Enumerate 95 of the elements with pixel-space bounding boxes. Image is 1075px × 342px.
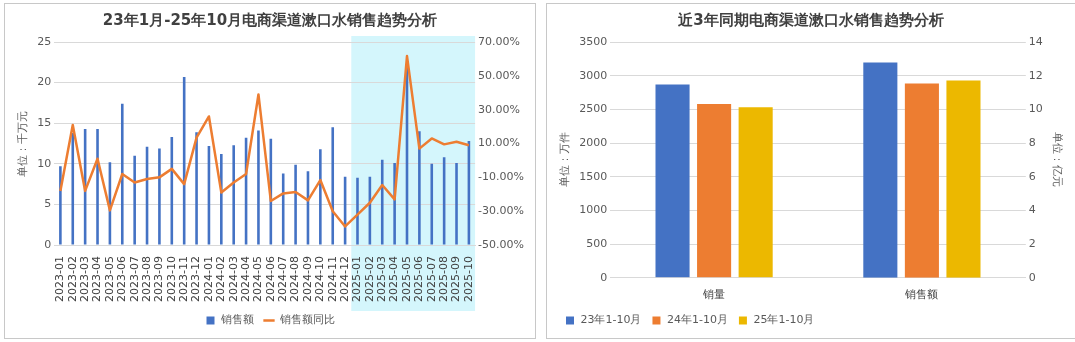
x-tick-label: 2025-01 — [350, 256, 364, 303]
bar — [232, 145, 235, 245]
x-tick-label: 2025-09 — [449, 256, 463, 303]
y-axis-title: 单位：万件 — [558, 132, 572, 188]
x-tick-label: 2023-01 — [53, 256, 67, 303]
y2-tick-label: 12 — [1028, 68, 1043, 82]
y2-tick-label: 10.00% — [478, 136, 521, 150]
x-tick-label: 2025-07 — [424, 256, 438, 303]
bar — [455, 163, 458, 245]
chart-title: 近3年同期电商渠道漱口水销售趋势分析 — [677, 10, 944, 29]
x-tick-label: 销量 — [702, 288, 726, 302]
bar — [257, 130, 260, 245]
bar — [331, 127, 335, 245]
bar — [281, 173, 285, 245]
y2-tick-label: 70.00% — [478, 34, 521, 48]
x-tick-label: 2023-11 — [177, 256, 191, 303]
x-tick-label: 2024-12 — [337, 256, 351, 303]
bar — [294, 164, 297, 245]
x-tick-label: 2023-06 — [115, 256, 129, 303]
y2-tick-label: -30.00% — [478, 204, 525, 218]
bar — [356, 177, 359, 245]
x-tick-label: 2024-05 — [251, 256, 265, 303]
x-tick-label: 2025-04 — [387, 256, 401, 303]
y2-tick-label: 30.00% — [478, 102, 521, 116]
y2-tick-label: 8 — [1028, 135, 1036, 149]
x-tick-label: 2024-04 — [238, 256, 252, 303]
x-tick-label: 2023-10 — [164, 256, 178, 303]
x-tick-label: 2025-02 — [362, 256, 376, 303]
bar — [430, 163, 434, 245]
x-tick-label: 2023-05 — [102, 256, 116, 303]
y-tick-label: 2000 — [579, 135, 608, 149]
y-tick-label: 0 — [600, 270, 608, 284]
y-tick-label: 5 — [44, 197, 52, 211]
bar — [418, 131, 421, 245]
y2-tick-label: 4 — [1028, 203, 1036, 217]
x-tick-label: 2024-10 — [313, 256, 327, 303]
y2-tick-label: -50.00% — [478, 237, 525, 251]
x-tick-label: 2025-08 — [437, 256, 450, 303]
y-tick-label: 3500 — [579, 34, 608, 48]
x-tick-label: 2024-11 — [325, 256, 339, 303]
bar — [195, 132, 198, 245]
x-tick-label: 2023-09 — [152, 256, 166, 303]
y-axis-title: 单位：千万元 — [16, 110, 30, 177]
bar — [158, 148, 161, 245]
x-tick-label: 2023-02 — [65, 256, 79, 303]
x-tick-label: 2024-08 — [288, 256, 302, 303]
y2-tick-label: 14 — [1028, 34, 1043, 48]
x-tick-label: 2025-06 — [412, 256, 426, 303]
x-tick-label: 2023-04 — [90, 256, 104, 303]
chart-title: 23年1月-25年10月电商渠道漱口水销售趋势分析 — [102, 10, 438, 29]
y2-tick-label: -10.00% — [478, 170, 525, 184]
y-tick-label: 2500 — [579, 102, 608, 116]
x-tick-label: 2024-02 — [214, 256, 228, 303]
legend-label: 25年1-10月 — [753, 313, 815, 327]
y-tick-label: 500 — [586, 236, 608, 250]
legend-label: 24年1-10月 — [666, 313, 728, 327]
bar — [380, 159, 384, 245]
bar — [170, 137, 174, 245]
x-tick-label: 2024-06 — [263, 256, 277, 303]
y2-tick-label: 2 — [1028, 236, 1036, 250]
legend-label: 销售额 — [220, 313, 254, 327]
bar — [220, 154, 223, 245]
x-tick-label: 2024-01 — [201, 256, 215, 303]
legend-label: 23年1-10月 — [580, 313, 642, 327]
bar — [319, 149, 322, 245]
x-tick-label: 2025-05 — [399, 256, 413, 303]
legend-label: 销售额同比 — [278, 313, 335, 327]
x-tick-label: 2025-10 — [461, 256, 475, 303]
x-tick-label: 2023-03 — [78, 256, 91, 303]
bar — [71, 132, 75, 245]
x-tick-label: 2024-07 — [276, 256, 290, 303]
y-tick-label: 25 — [37, 34, 52, 48]
x-tick-label: 2024-09 — [300, 256, 314, 303]
x-tick-label: 2024-03 — [226, 256, 240, 303]
x-tick-label: 2023-12 — [189, 256, 203, 303]
x-tick-label: 2023-07 — [127, 256, 141, 303]
y-tick-label: 3000 — [579, 68, 608, 82]
y-tick-label: 1500 — [579, 169, 608, 183]
y2-tick-label: 10 — [1028, 102, 1043, 116]
x-tick-label: 2023-08 — [139, 256, 153, 303]
y-tick-label: 1000 — [579, 203, 608, 217]
bar — [96, 128, 99, 245]
y2-tick-label: 0 — [1028, 270, 1036, 284]
y2-tick-label: 6 — [1028, 169, 1036, 183]
bar — [59, 166, 62, 245]
bar — [120, 103, 124, 245]
x-tick-label: 销售额 — [904, 288, 939, 302]
y-tick-label: 10 — [37, 156, 52, 170]
bar — [133, 155, 136, 245]
y2-axis-title: 单位：亿元 — [1050, 132, 1064, 188]
y-tick-label: 15 — [37, 116, 52, 130]
y-tick-label: 20 — [37, 75, 52, 89]
x-tick-label: 2025-03 — [375, 256, 389, 303]
y2-tick-label: 50.00% — [478, 68, 521, 82]
y-tick-label: 0 — [44, 237, 52, 251]
